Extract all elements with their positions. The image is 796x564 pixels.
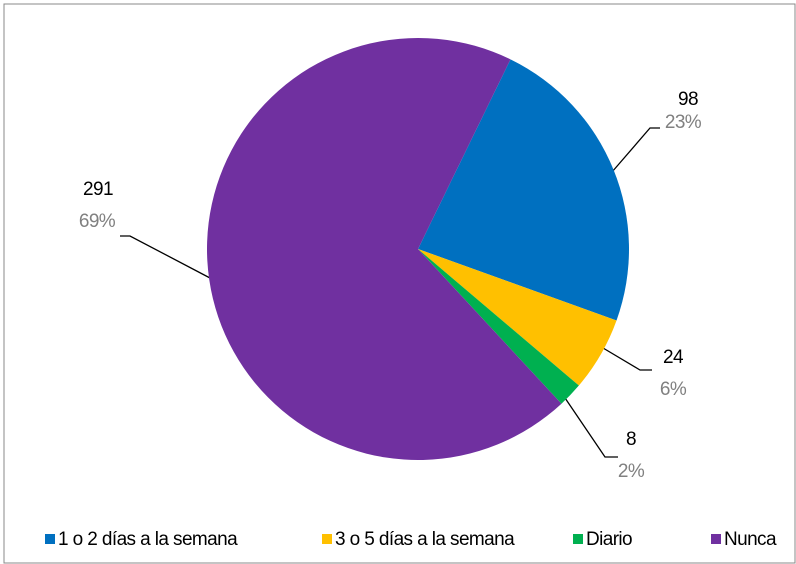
pie-slice [418, 59, 629, 321]
value-label: 291 [83, 179, 113, 200]
legend-label: 1 o 2 días a la semana [58, 529, 238, 550]
legend-swatch [322, 534, 332, 544]
leader-line [597, 344, 652, 371]
legend-label: Nunca [724, 529, 777, 550]
pie-slice [207, 38, 562, 460]
percent-label: 69% [79, 211, 116, 232]
legend-label: 3 o 5 días a la semana [335, 529, 515, 550]
pie-slice [418, 249, 579, 404]
percent-label: 2% [618, 461, 645, 482]
percent-label: 6% [660, 379, 687, 400]
leader-line [562, 394, 618, 458]
value-label: 98 [678, 89, 698, 110]
legend-swatch [573, 534, 583, 544]
legend-label: Diario [586, 529, 632, 550]
pie-slice [418, 249, 617, 386]
value-label: 8 [626, 429, 636, 450]
leader-line [120, 235, 211, 279]
percent-label: 23% [665, 112, 702, 133]
value-label: 24 [663, 347, 684, 368]
legend-swatch [711, 534, 721, 544]
leader-line [611, 127, 660, 173]
legend-swatch [45, 534, 55, 544]
